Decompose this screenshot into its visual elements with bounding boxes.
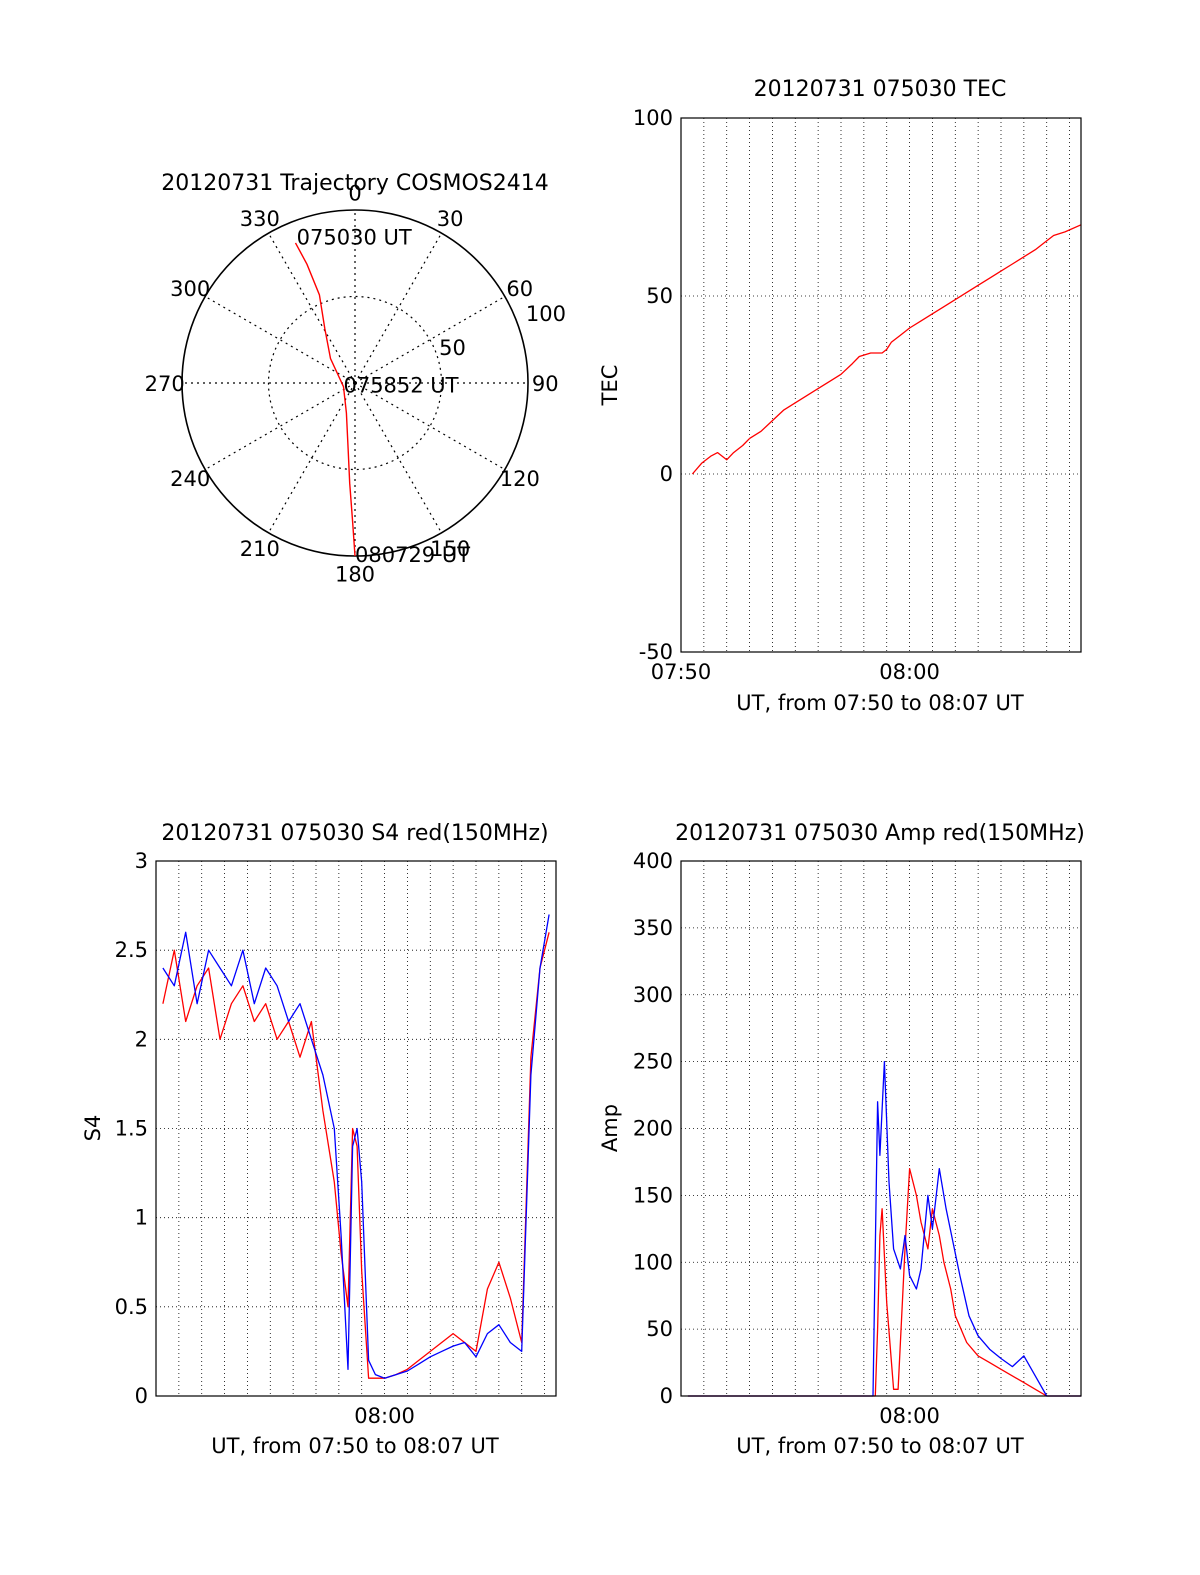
amp-panel: 20120731 075030 Amp red(150MHz) 0 50 100 15… — [598, 821, 1085, 1458]
polar-series — [294, 242, 356, 557]
polar-spoke — [204, 382, 356, 471]
azimuth-label: 120 — [500, 467, 540, 491]
polar-spoke — [204, 295, 356, 384]
y-tick-label: 100 — [633, 106, 673, 130]
y-tick-label: -50 — [639, 640, 673, 664]
y-tick-label: 400 — [633, 849, 673, 873]
azimuth-label: 300 — [170, 277, 210, 301]
plot-frame — [680, 860, 1082, 1397]
plot-frame — [680, 117, 1082, 653]
azimuth-label: 210 — [240, 537, 280, 561]
series-line-red — [691, 224, 1082, 475]
x-tick-label: 07:50 — [651, 660, 712, 684]
azimuth-label: 90 — [532, 372, 559, 396]
tec-title: 20120731 075030 TEC — [754, 77, 1007, 102]
amp-title: 20120731 075030 Amp red(150MHz) — [675, 821, 1085, 846]
y-tick-label: 50 — [646, 284, 673, 308]
ring-label: 100 — [526, 302, 566, 326]
trajectory-panel: 20120731 Trajectory COSMOS2414 0 30 60 90 12… — [145, 171, 566, 586]
y-tick-label: 2 — [135, 1027, 148, 1051]
trajectory-line — [294, 242, 356, 557]
y-tick-label: 300 — [633, 983, 673, 1007]
tec-ylabel: TEC — [598, 365, 622, 407]
azimuth-label: 60 — [506, 277, 533, 301]
s4-xlabel: UT, from 07:50 to 08:07 UT — [211, 1434, 499, 1458]
polar-spoke — [354, 382, 443, 534]
y-tick-label: 150 — [633, 1183, 673, 1207]
y-tick-label: 1 — [135, 1206, 148, 1230]
s4-panel: 20120731 075030 S4 red(150MHz) 0 0.5 1 1.5 2… — [81, 821, 557, 1458]
y-tick-label: 100 — [633, 1250, 673, 1274]
s4-plot: 0 0.5 1 1.5 2 2.5 3 08:00 — [115, 849, 557, 1428]
azimuth-label: 30 — [437, 207, 464, 231]
polar-spoke — [354, 295, 506, 384]
azimuth-label: 0 — [348, 182, 361, 206]
ring-label: 50 — [439, 336, 466, 360]
polar-labels: 0 30 60 90 120 150 180 210 240 270 300 330 50 100 0750… — [145, 182, 566, 587]
y-tick-label: 1.5 — [115, 1117, 148, 1141]
time-annotation: 075852 UT — [343, 374, 458, 398]
s4-title: 20120731 075030 S4 red(150MHz) — [161, 821, 548, 846]
amp-plot: 0 50 100 150 200 250 300 350 400 08:00 — [633, 849, 1082, 1428]
polar-ring — [267, 295, 443, 471]
azimuth-label: 150 — [430, 537, 470, 561]
azimuth-label: 270 — [145, 372, 185, 396]
s4-ylabel: S4 — [81, 1115, 105, 1142]
azimuth-label: 330 — [240, 207, 280, 231]
tec-xlabel: UT, from 07:50 to 08:07 UT — [736, 691, 1024, 715]
plot-frame — [155, 860, 557, 1397]
series-line-red — [162, 932, 550, 1379]
polar-spoke — [267, 382, 356, 534]
polar-grid — [181, 209, 529, 557]
polar-spoke — [354, 232, 443, 384]
time-annotation: 080729 UT — [355, 543, 470, 567]
y-tick-label: 0 — [660, 462, 673, 486]
series-line-red — [687, 1167, 1081, 1397]
polar-spoke — [267, 232, 356, 384]
trajectory-title: 20120731 Trajectory COSMOS2414 — [161, 171, 548, 196]
y-tick-label: 2.5 — [115, 938, 148, 962]
x-tick-label: 08:00 — [879, 1404, 940, 1428]
tec-plot: -50 0 50 100 07:50 08:00 — [633, 106, 1082, 684]
y-tick-label: 200 — [633, 1117, 673, 1141]
y-tick-label: 0 — [135, 1384, 148, 1408]
azimuth-label: 180 — [335, 562, 375, 586]
y-tick-label: 250 — [633, 1050, 673, 1074]
amp-ylabel: Amp — [598, 1104, 622, 1152]
y-tick-label: 0 — [660, 1384, 673, 1408]
amp-xlabel: UT, from 07:50 to 08:07 UT — [736, 1434, 1024, 1458]
series-line-blue — [687, 1060, 1081, 1397]
azimuth-label: 240 — [170, 467, 210, 491]
x-tick-label: 08:00 — [879, 660, 940, 684]
y-tick-label: 0.5 — [115, 1295, 148, 1319]
polar-spoke — [354, 382, 506, 471]
series-line-blue — [162, 914, 550, 1379]
x-tick-label: 08:00 — [354, 1404, 415, 1428]
y-tick-label: 350 — [633, 916, 673, 940]
time-annotation: 075030 UT — [297, 226, 412, 250]
y-tick-label: 50 — [646, 1317, 673, 1341]
y-tick-label: 3 — [135, 849, 148, 873]
